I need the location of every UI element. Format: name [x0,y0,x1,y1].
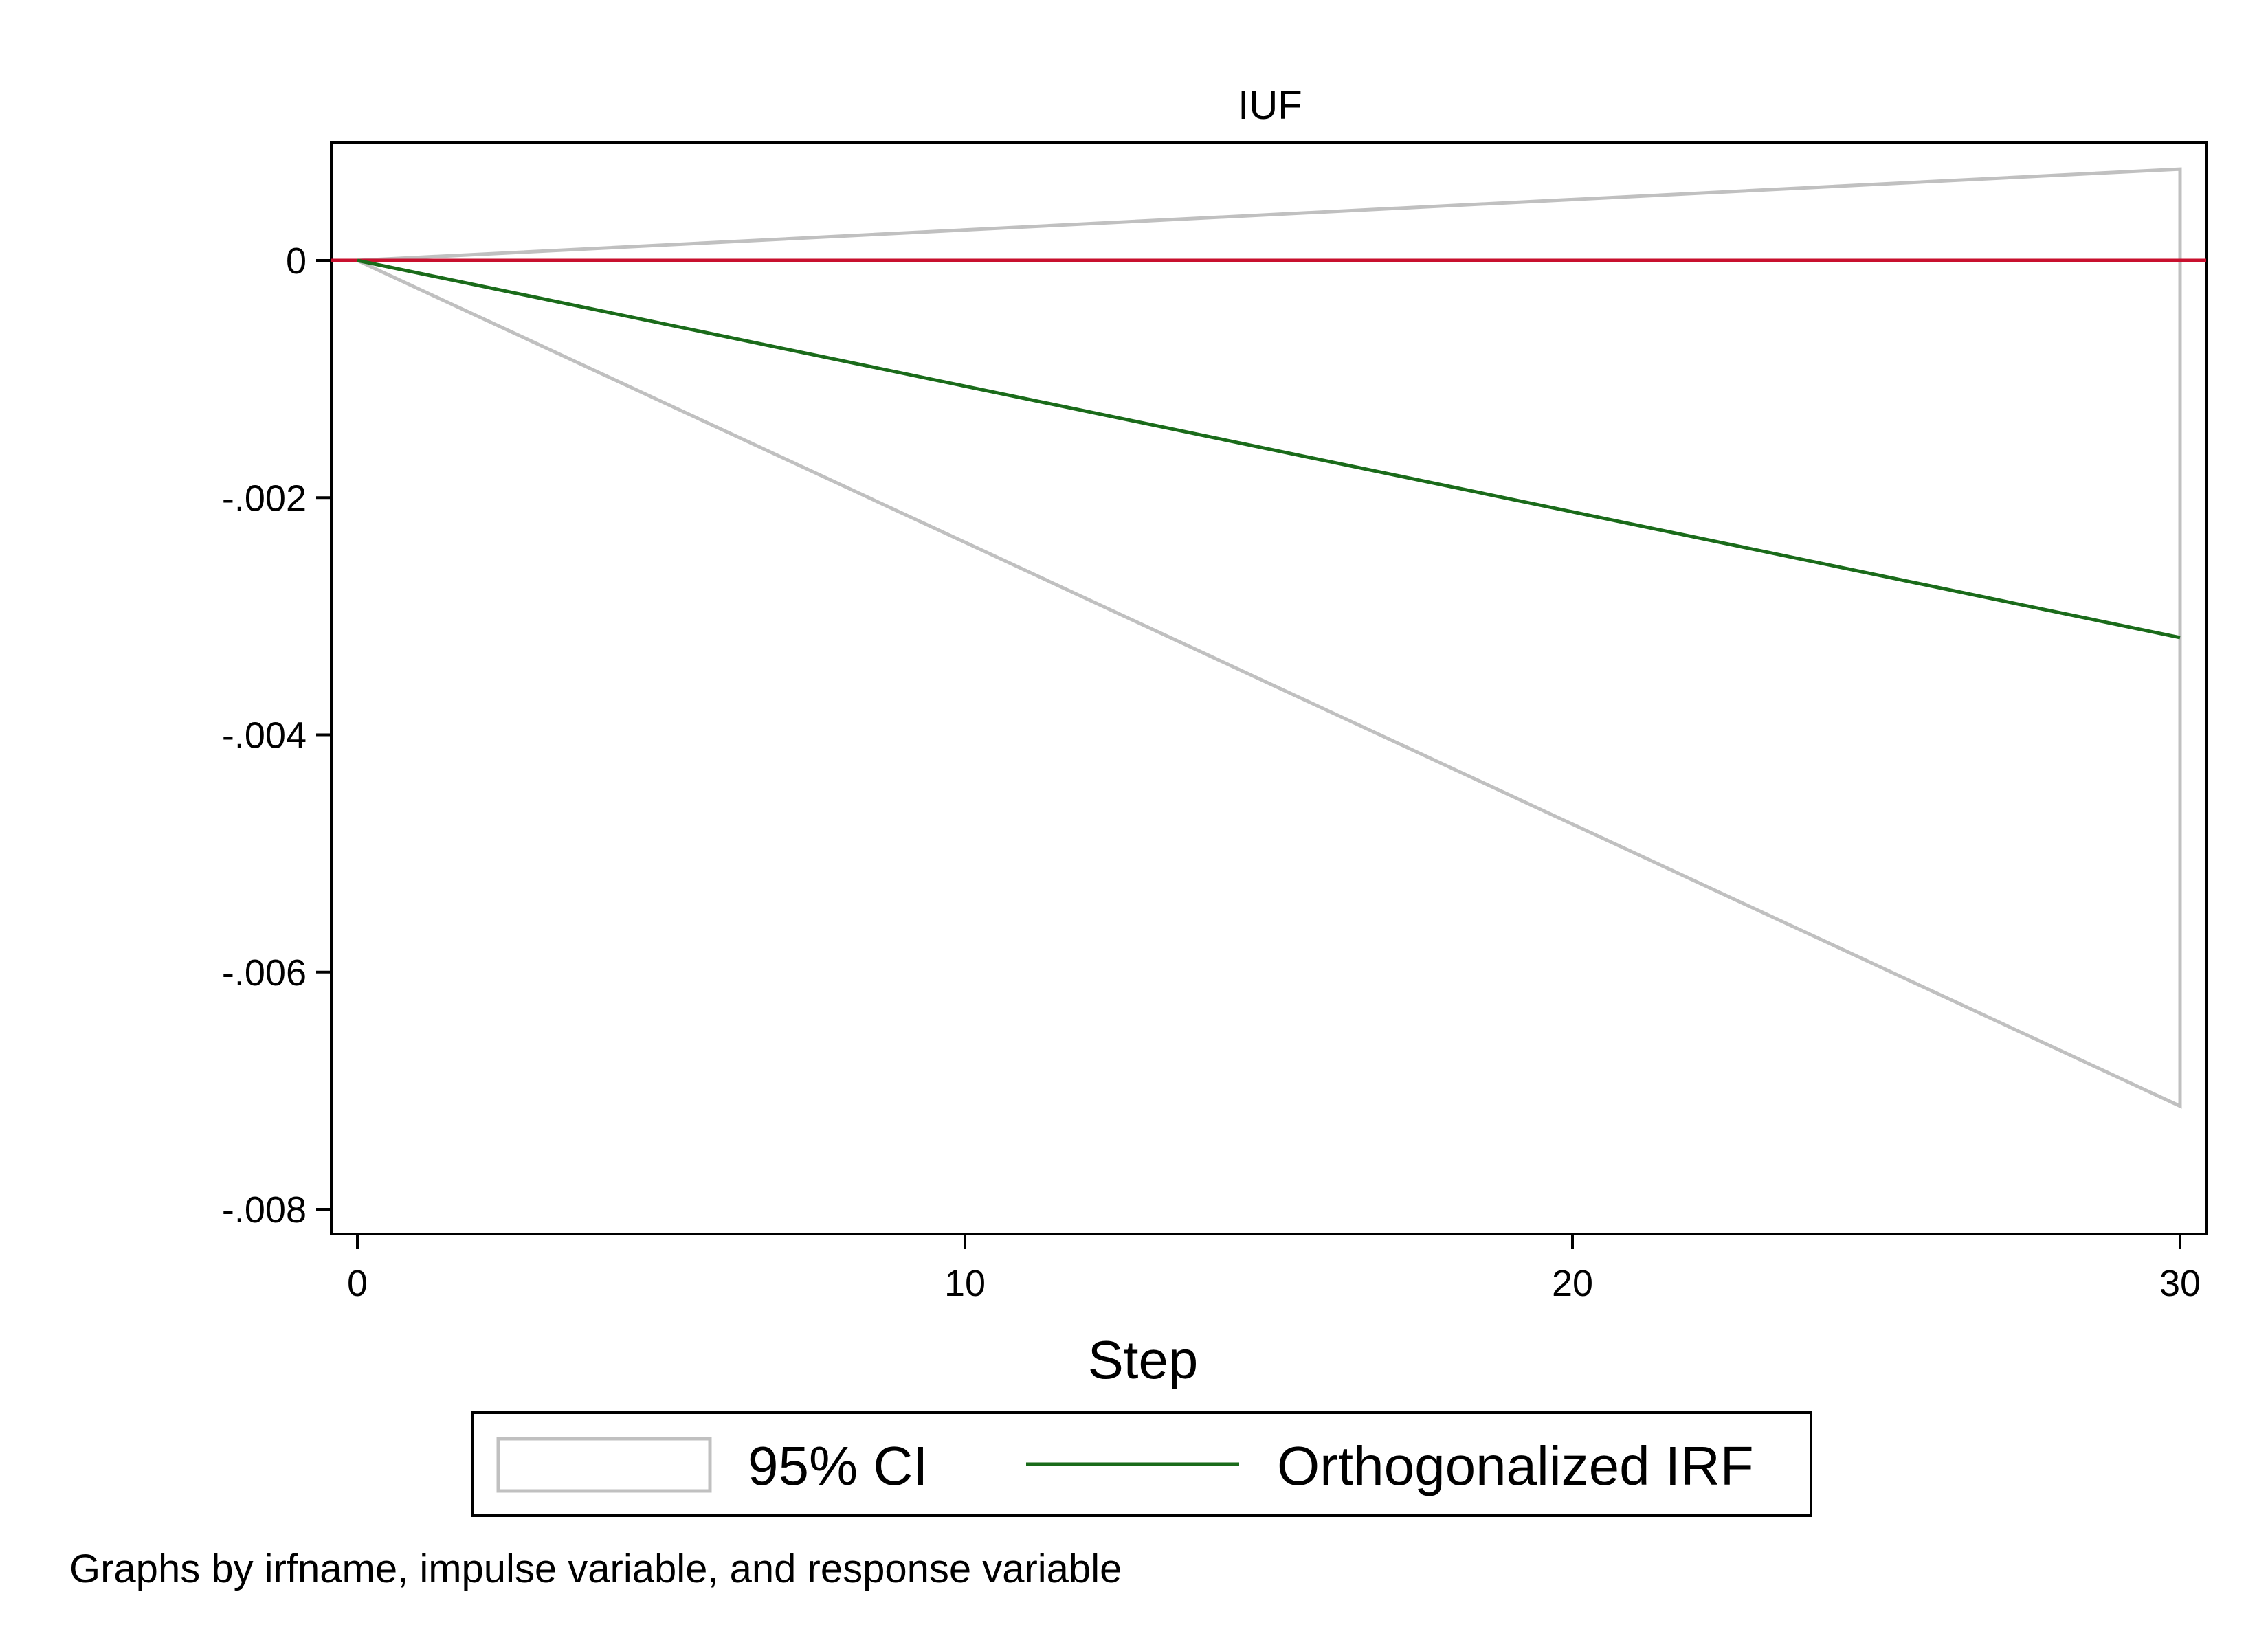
y-tick-label: -.004 [222,715,307,756]
x-axis-title: Step [1088,1330,1198,1390]
x-tick-label: 30 [2159,1263,2201,1304]
legend-ci-swatch [498,1439,710,1491]
graph-note: Graphs by irfname, impulse variable, and… [69,1547,1122,1591]
y-tick-label: -.008 [222,1189,307,1231]
y-tick-label: -.002 [222,478,307,519]
x-tick-label: 20 [1552,1263,1593,1304]
plot-frame [331,142,2206,1234]
legend-ci-label: 95% CI [748,1435,928,1496]
y-tick-label: -.006 [222,952,307,994]
legend-irf-label: Orthogonalized IRF [1277,1435,1754,1496]
plot-region [331,142,2206,1234]
x-tick-label: 10 [944,1263,986,1304]
panel-title: IUF [1238,83,1302,128]
x-tick-label: 0 [347,1263,368,1304]
legend: 95% CI Orthogonalized IRF [472,1413,1811,1516]
y-tick-label: 0 [286,240,307,282]
